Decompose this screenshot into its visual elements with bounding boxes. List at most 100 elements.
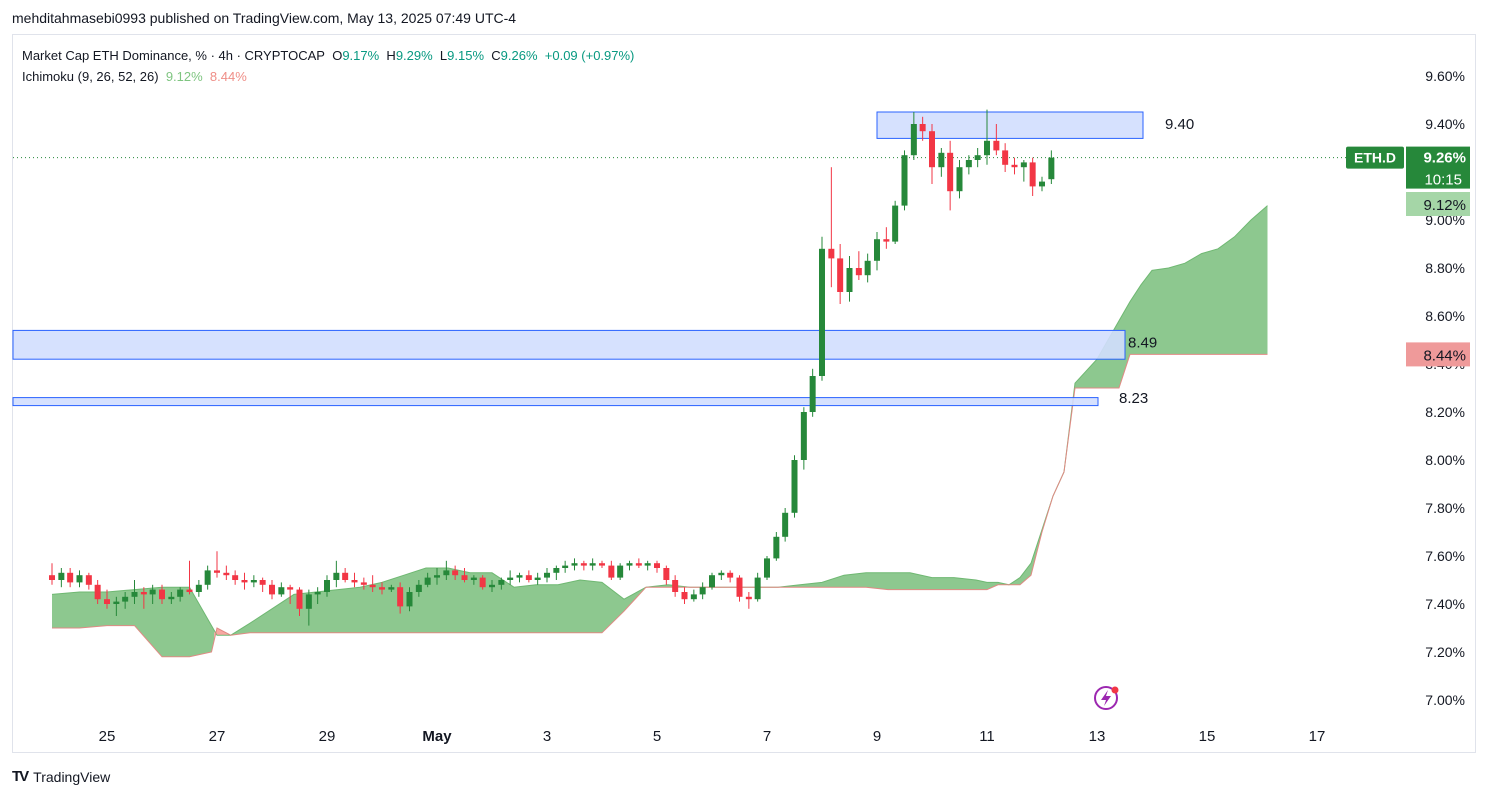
candle-98[interactable] [947,140,954,211]
candle-23[interactable] [259,577,266,592]
candle-69[interactable] [681,587,688,604]
candle-6[interactable] [104,589,110,609]
candle-96[interactable] [929,124,935,184]
candle-91[interactable] [883,227,890,249]
candle-54[interactable] [544,568,550,583]
candle-71[interactable] [699,582,706,600]
candle-97[interactable] [938,148,945,177]
candle-24[interactable] [269,580,275,600]
candle-21[interactable] [241,572,248,590]
candle-74[interactable] [727,570,734,583]
candle-48[interactable] [489,580,495,592]
candle-29[interactable] [314,587,321,604]
symbol-badge[interactable] [1346,146,1404,169]
candle-93[interactable] [901,150,908,211]
candle-12[interactable] [159,584,165,604]
candle-13[interactable] [168,592,175,604]
candle-47[interactable] [479,575,486,590]
price-zone-0[interactable] [876,111,1144,139]
candle-57[interactable] [571,558,578,571]
candle-75[interactable] [736,575,743,602]
candle-25[interactable] [278,582,285,597]
candle-73[interactable] [718,570,725,580]
candle-1[interactable] [58,568,65,588]
candle-40[interactable] [415,580,422,597]
candle-50[interactable] [507,570,514,585]
candle-5[interactable] [94,580,101,604]
candle-105[interactable] [1011,157,1018,175]
candle-88[interactable] [855,251,862,280]
candle-101[interactable] [974,148,981,168]
candle-52[interactable] [525,570,532,583]
candle-79[interactable] [773,532,780,561]
candle-33[interactable] [351,572,358,588]
candle-106[interactable] [1020,160,1027,182]
candle-16[interactable] [195,580,202,597]
candle-10[interactable] [140,587,147,609]
candle-41[interactable] [424,572,431,588]
candle-49[interactable] [498,577,505,590]
candle-72[interactable] [709,572,715,590]
candle-11[interactable] [149,584,156,604]
candle-102[interactable] [984,109,990,165]
candle-64[interactable] [635,558,642,568]
candle-8[interactable] [122,592,129,609]
candle-67[interactable] [663,565,670,585]
candle-84[interactable] [819,236,825,381]
candle-62[interactable] [617,563,624,580]
candle-77[interactable] [754,572,761,602]
candle-28[interactable] [305,589,312,626]
candle-58[interactable] [580,560,587,571]
candle-34[interactable] [360,577,367,590]
candle-89[interactable] [864,253,871,283]
candle-2[interactable] [67,568,74,588]
candle-60[interactable] [599,560,605,568]
candle-82[interactable] [800,407,807,470]
candle-61[interactable] [608,560,615,580]
candle-76[interactable] [745,592,752,609]
candle-7[interactable] [113,596,120,616]
candle-26[interactable] [287,584,294,604]
price-zone-2[interactable] [12,397,1099,407]
candle-90[interactable] [874,232,880,271]
candle-45[interactable] [461,568,468,583]
candle-32[interactable] [342,568,349,583]
footer-brand[interactable]: TV TradingView [12,768,110,785]
legend-symbol[interactable]: Market Cap ETH Dominance, % · 4h · CRYPT… [22,48,325,63]
candle-66[interactable] [654,560,660,573]
candle-70[interactable] [690,589,697,602]
candle-100[interactable] [965,155,972,175]
candle-4[interactable] [85,572,92,590]
candle-9[interactable] [131,580,138,604]
price-zone-1[interactable] [12,329,1126,360]
candle-42[interactable] [434,568,440,585]
candle-15[interactable] [186,560,193,595]
candle-36[interactable] [379,582,385,595]
candle-35[interactable] [369,575,376,592]
candle-53[interactable] [534,572,541,585]
candle-56[interactable] [562,560,569,573]
candle-92[interactable] [892,200,899,244]
candle-78[interactable] [764,556,770,580]
lightning-event-icon[interactable] [1094,686,1119,710]
candle-37[interactable] [388,584,395,592]
candle-0[interactable] [49,563,55,585]
candle-95[interactable] [919,116,926,141]
candle-22[interactable] [250,575,257,588]
candle-68[interactable] [672,575,679,597]
candle-55[interactable] [553,565,560,580]
candle-87[interactable] [846,256,853,302]
candle-86[interactable] [837,244,844,304]
candle-19[interactable] [223,565,230,580]
candle-14[interactable] [177,587,184,602]
candle-99[interactable] [956,160,963,199]
candle-51[interactable] [516,572,523,583]
candle-94[interactable] [910,112,917,160]
candle-108[interactable] [1039,176,1045,192]
candle-83[interactable] [809,368,816,417]
candle-43[interactable] [443,560,450,580]
candle-20[interactable] [232,570,239,585]
legend-indicator-name[interactable]: Ichimoku (9, 26, 52, 26) [22,69,159,84]
candle-38[interactable] [397,582,404,614]
